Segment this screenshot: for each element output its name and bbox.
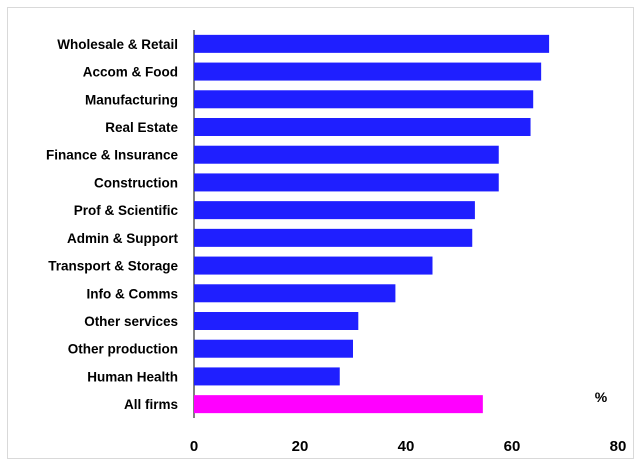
bar-transport-and-storage xyxy=(194,256,433,275)
unit-label: % xyxy=(595,389,608,405)
bar-construction xyxy=(194,173,499,192)
bar-manufacturing xyxy=(194,90,534,109)
category-label-real-estate: Real Estate xyxy=(105,120,178,135)
x-tick-label-20: 20 xyxy=(292,438,309,455)
category-label-other-production: Other production xyxy=(68,342,178,357)
x-tick-label-60: 60 xyxy=(504,438,521,455)
bar-all-firms xyxy=(194,395,483,414)
x-tick-labels: 0 20 40 60 80 xyxy=(190,438,627,455)
bar-other-services xyxy=(194,312,359,330)
x-tick-label-0: 0 xyxy=(190,438,198,455)
category-label-human-health: Human Health xyxy=(87,369,178,384)
category-label-finance-and-insurance: Finance & Insurance xyxy=(46,148,179,163)
bar-prof-and-scientific xyxy=(194,201,475,220)
bar-finance-and-insurance xyxy=(194,145,499,164)
category-label-construction: Construction xyxy=(94,175,178,190)
category-label-manufacturing: Manufacturing xyxy=(85,92,178,107)
bar-other-production xyxy=(194,339,353,358)
bar-admin-and-support xyxy=(194,228,473,247)
bar-real-estate xyxy=(194,118,531,136)
plot-area xyxy=(193,30,550,418)
category-label-accom-and-food: Accom & Food xyxy=(83,65,178,80)
category-label-wholesale-and-retail: Wholesale & Retail xyxy=(57,37,178,52)
category-label-info-and-comms: Info & Comms xyxy=(86,286,178,301)
bar-info-and-comms xyxy=(194,284,396,303)
category-label-prof-and-scientific: Prof & Scientific xyxy=(74,203,179,218)
category-label-admin-and-support: Admin & Support xyxy=(67,231,178,246)
bar-wholesale-and-retail xyxy=(194,34,550,53)
category-labels: Wholesale & Retail Accom & Food Manufactur… xyxy=(46,37,179,412)
bar-accom-and-food xyxy=(194,62,542,81)
category-label-all-firms: All firms xyxy=(124,397,178,412)
x-tick-label-80: 80 xyxy=(610,438,627,455)
bar-human-health xyxy=(194,367,340,386)
category-label-other-services: Other services xyxy=(84,314,178,329)
category-label-transport-and-storage: Transport & Storage xyxy=(48,259,178,274)
x-tick-label-40: 40 xyxy=(398,438,415,455)
